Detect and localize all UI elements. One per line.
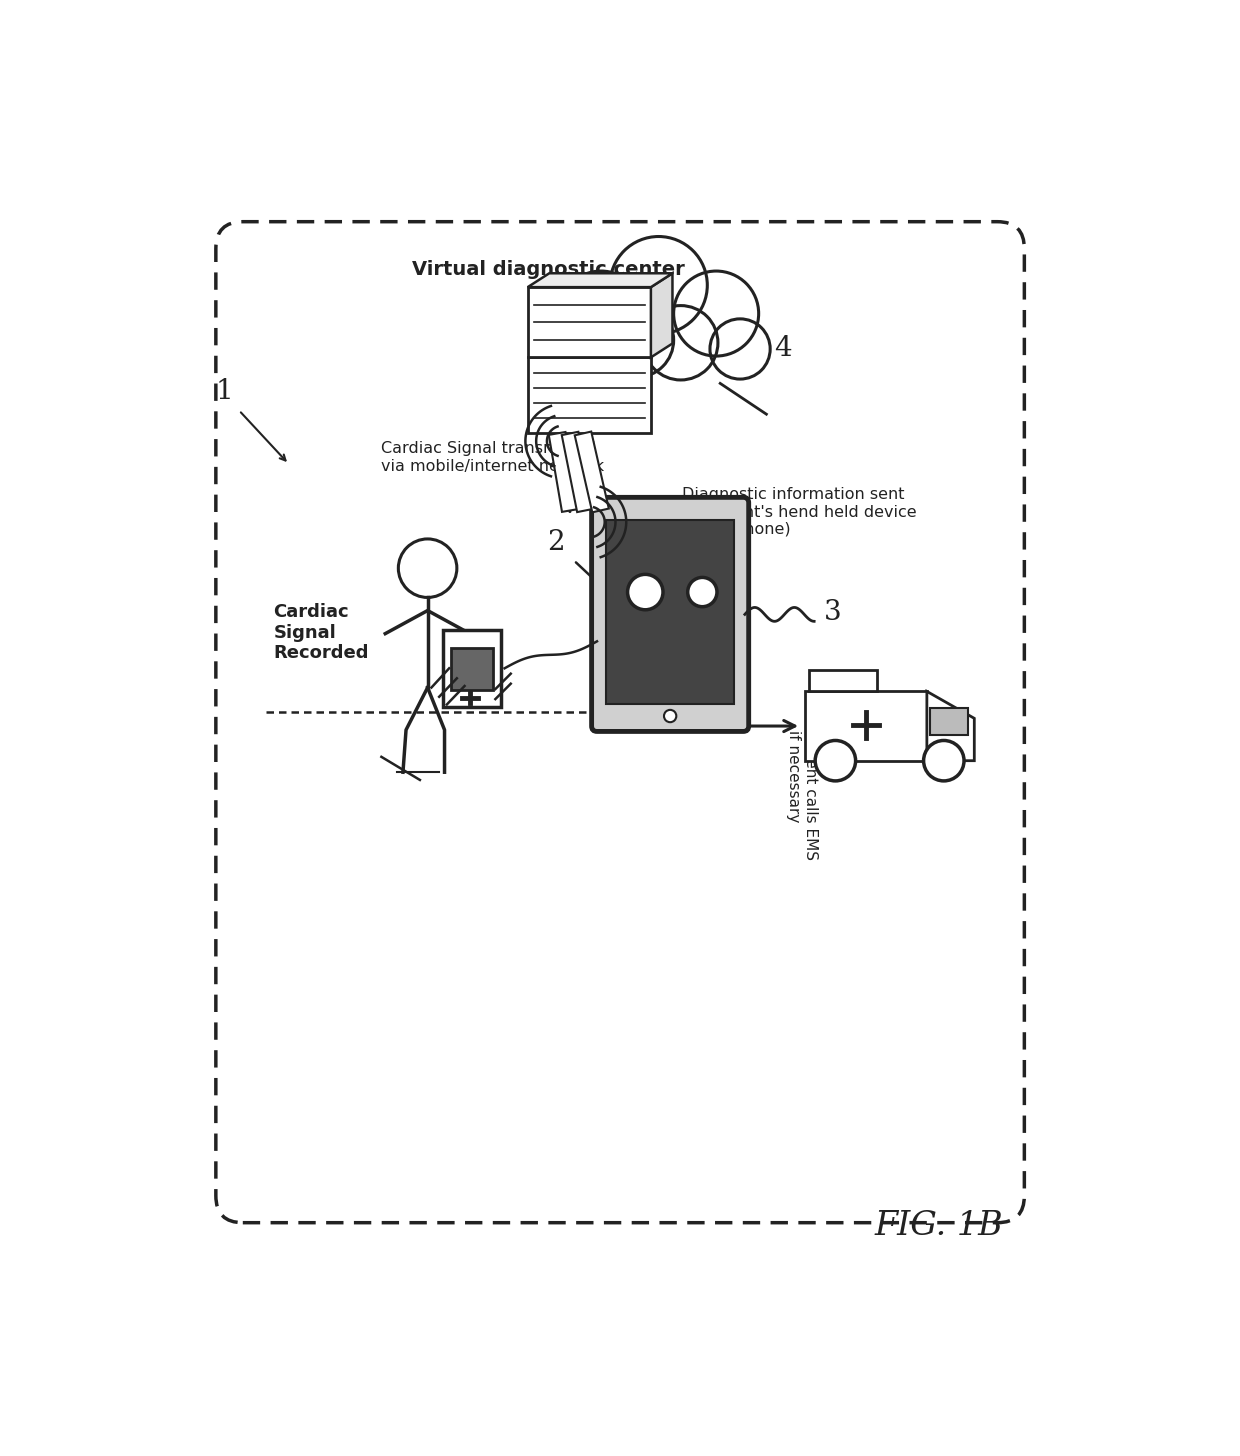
Bar — [450, 648, 494, 690]
Circle shape — [815, 741, 856, 780]
Polygon shape — [926, 692, 975, 760]
Polygon shape — [549, 432, 579, 513]
Circle shape — [663, 711, 676, 722]
Bar — [808, 670, 877, 692]
Text: 2: 2 — [547, 530, 564, 556]
Bar — [930, 708, 967, 735]
Circle shape — [610, 236, 707, 333]
Text: Virtual diagnostic center: Virtual diagnostic center — [412, 261, 684, 280]
Bar — [805, 692, 926, 760]
Bar — [528, 287, 651, 357]
Circle shape — [711, 319, 770, 379]
Polygon shape — [528, 274, 672, 287]
Bar — [528, 357, 651, 434]
Text: FIG. 1B: FIG. 1B — [874, 1210, 1003, 1242]
Circle shape — [673, 271, 759, 357]
Text: Cardiac Signal transmitted
via mobile/internet network: Cardiac Signal transmitted via mobile/in… — [382, 441, 605, 473]
Circle shape — [599, 303, 673, 377]
Circle shape — [688, 578, 717, 607]
Polygon shape — [651, 274, 672, 357]
Text: Patient calls EMS
if necessary: Patient calls EMS if necessary — [786, 729, 818, 860]
Circle shape — [558, 271, 644, 357]
Text: 3: 3 — [825, 598, 842, 626]
Text: Cardiac
Signal
Recorded: Cardiac Signal Recorded — [274, 603, 370, 662]
FancyBboxPatch shape — [591, 498, 749, 731]
Text: 4: 4 — [774, 335, 791, 363]
Text: 1: 1 — [216, 377, 233, 405]
Text: Diagnostic information sent
to patient's hend held device
(smartphone): Diagnostic information sent to patient's… — [682, 488, 916, 537]
Polygon shape — [574, 431, 609, 513]
Circle shape — [547, 316, 608, 376]
Polygon shape — [562, 432, 594, 513]
Circle shape — [924, 741, 963, 780]
Bar — [606, 520, 734, 705]
Circle shape — [627, 574, 663, 610]
Bar — [443, 630, 501, 706]
Circle shape — [644, 306, 718, 380]
